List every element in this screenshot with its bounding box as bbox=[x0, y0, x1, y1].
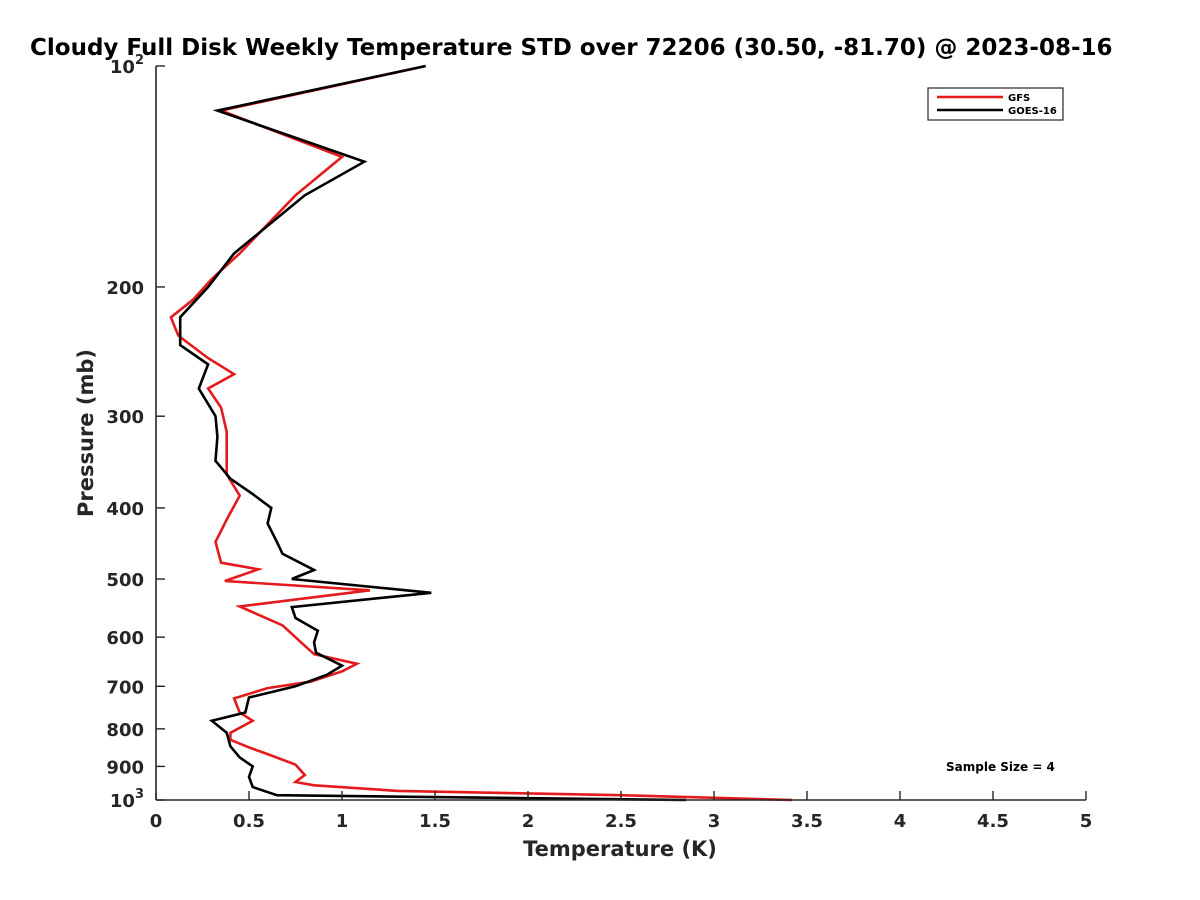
y-tick-label: 300 bbox=[106, 407, 144, 428]
y-tick-label: 600 bbox=[106, 628, 144, 649]
x-tick-label: 5 bbox=[1080, 811, 1093, 832]
legend: GFS GOES-16 bbox=[927, 87, 1064, 121]
x-tick-label: 2 bbox=[522, 811, 535, 832]
legend-label-gfs: GFS bbox=[1008, 93, 1030, 104]
y-tick-label: 103 bbox=[110, 787, 144, 812]
y-tick-label: 200 bbox=[106, 278, 144, 299]
x-tick-label: 0 bbox=[150, 811, 163, 832]
axes-layer: 0 0.5 1 1.5 2 2.5 3 3.5 4 4.5 5 102 200 300 400 500 600 7… bbox=[106, 53, 1092, 832]
y-tick-label: 900 bbox=[106, 757, 144, 778]
x-tick-label: 1.5 bbox=[419, 811, 451, 832]
y-tick-label: 800 bbox=[106, 720, 144, 741]
x-tick-label: 4 bbox=[894, 811, 907, 832]
x-tick-label: 1 bbox=[336, 811, 349, 832]
x-tick-label: 4.5 bbox=[977, 811, 1009, 832]
chart-title: Cloudy Full Disk Weekly Temperature STD … bbox=[30, 35, 1113, 61]
x-tick-label: 0.5 bbox=[233, 811, 265, 832]
series-line-goes16 bbox=[178, 64, 687, 802]
legend-box bbox=[927, 87, 1064, 121]
series-line-gfs bbox=[169, 64, 793, 802]
y-tick-label: 400 bbox=[106, 499, 144, 520]
x-tick-label: 3.5 bbox=[791, 811, 823, 832]
x-axis-label: Temperature (K) bbox=[523, 837, 717, 861]
y-tick-label: 700 bbox=[106, 677, 144, 698]
plot-background bbox=[156, 66, 1086, 800]
series-layer bbox=[169, 64, 793, 802]
x-tick-label: 3 bbox=[708, 811, 721, 832]
y-axis-label: Pressure (mb) bbox=[74, 349, 98, 517]
x-tick-label: 2.5 bbox=[605, 811, 637, 832]
y-tick-label: 500 bbox=[106, 570, 144, 591]
legend-label-goes16: GOES-16 bbox=[1008, 106, 1057, 117]
plot-area: 0 0.5 1 1.5 2 2.5 3 3.5 4 4.5 5 102 200 300 400 500 600 7… bbox=[106, 53, 1092, 832]
y-tick-label: 102 bbox=[110, 53, 144, 78]
sample-size-annotation: Sample Size = 4 bbox=[946, 760, 1055, 774]
